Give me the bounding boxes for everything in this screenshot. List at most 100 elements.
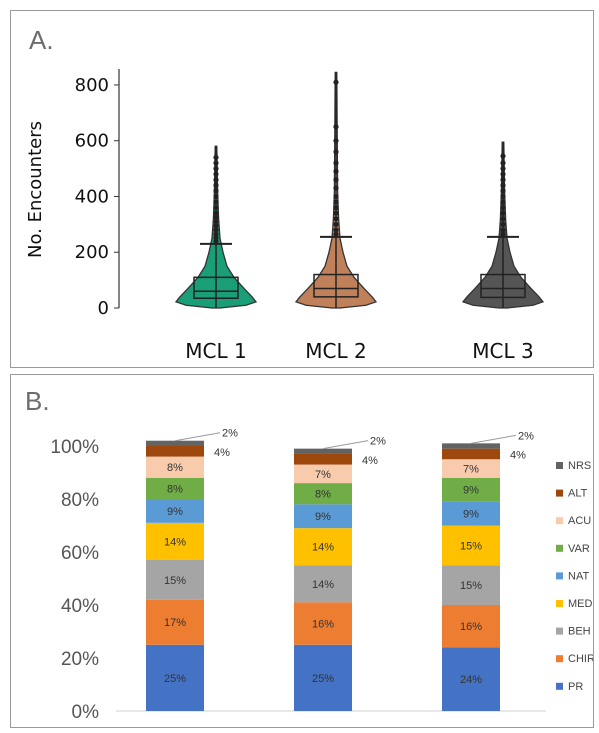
y-tick-label: 0%	[72, 702, 100, 723]
outlier-point	[333, 221, 339, 227]
segment-label: 16%	[460, 621, 482, 633]
legend-item-med: MED	[556, 598, 593, 610]
bar-segment-var	[294, 483, 352, 505]
y-tick-label: 100%	[50, 437, 99, 458]
segment-label: 2%	[222, 428, 238, 440]
box-iqr	[480, 273, 526, 299]
segment-label: 15%	[460, 580, 482, 592]
outlier-point	[213, 231, 219, 237]
outlier-point	[213, 165, 219, 172]
legend-label: NRS	[568, 460, 591, 472]
outlier-point	[333, 193, 339, 200]
x-category-label: MCL 3	[472, 339, 533, 363]
box-iqr	[193, 276, 239, 299]
legend-swatch	[556, 517, 563, 525]
y-tick-label: 40%	[61, 596, 99, 617]
segment-label: 25%	[312, 673, 334, 685]
outlier-point	[213, 182, 219, 188]
legend-item-chir: CHIR	[556, 653, 593, 665]
legend-swatch	[556, 489, 563, 497]
bar-segment-nrs	[146, 440, 204, 446]
outlier-point	[213, 199, 219, 205]
outlier-point	[500, 221, 506, 227]
outlier-point	[333, 138, 339, 144]
outlier-point	[500, 199, 506, 205]
box-iqr	[313, 273, 359, 298]
outlier-point	[333, 199, 339, 205]
legend-swatch	[556, 655, 563, 663]
outlier-point	[213, 205, 219, 211]
segment-label: 14%	[312, 542, 334, 554]
bar-segment-var	[442, 477, 500, 502]
segment-label: 17%	[164, 617, 186, 629]
panel-label: A.	[29, 25, 54, 55]
bar-segment-nrs	[442, 443, 500, 449]
segment-label: 8%	[315, 489, 331, 501]
y-tick-label: 600	[75, 131, 109, 152]
bar-segment-acu	[442, 459, 500, 478]
outlier-point	[333, 216, 339, 222]
outlier-point	[213, 223, 219, 229]
segment-label: 2%	[518, 430, 534, 442]
outlier-point	[213, 210, 219, 216]
leader-line	[470, 434, 517, 444]
bar-segment-pr	[442, 647, 500, 711]
outlier-point	[333, 231, 339, 237]
segment-label: 4%	[362, 455, 378, 467]
bar-segment-nat	[442, 501, 500, 526]
bar-segment-med	[294, 528, 352, 566]
bar-segment-nat	[294, 504, 352, 529]
outlier-point	[333, 124, 339, 130]
y-tick-label: 400	[75, 186, 109, 207]
outlier-point	[333, 168, 339, 174]
legend-label: ACU	[568, 515, 591, 527]
segment-label: 4%	[214, 447, 230, 459]
segment-label: 2%	[370, 436, 386, 448]
segment-label: 4%	[510, 450, 526, 462]
segment-label: 7%	[315, 469, 331, 481]
segment-label: 24%	[460, 674, 482, 686]
legend-label: PR	[568, 681, 583, 693]
leader-line	[322, 440, 369, 450]
outlier-point	[500, 153, 506, 159]
bar-segment-var	[146, 477, 204, 499]
bar-segment-alt	[442, 448, 500, 460]
bar-segment-nat	[146, 499, 204, 523]
outlier-point	[213, 188, 219, 194]
outlier-point	[213, 160, 219, 166]
legend-item-acu: ACU	[556, 515, 591, 527]
y-tick-label: 80%	[61, 490, 99, 511]
legend-item-nrs: NRS	[556, 460, 591, 472]
outlier-point	[213, 171, 219, 177]
bar-segment-acu	[294, 464, 352, 484]
legend-item-var: VAR	[556, 543, 590, 555]
panel-b: B. 0% 20% 40% 60% 80% 100% 25% 17% 15% 14% 9% 8% 8% 4%…	[10, 374, 594, 728]
segment-label: 8%	[167, 462, 183, 474]
stacked-bar-mcl3	[442, 443, 500, 711]
bar-segment-beh	[146, 559, 204, 600]
panel-a: A. 0 200 400 600 800 No. Encounters MCL 1 MCL 2 M…	[10, 10, 594, 368]
y-tick-label: 200	[75, 242, 109, 263]
segment-label: 25%	[164, 673, 186, 685]
segment-label: 14%	[164, 536, 186, 548]
bar-segment-med	[146, 522, 204, 560]
outlier-point	[333, 160, 339, 166]
y-tick-label: 800	[75, 75, 109, 96]
outlier-point	[500, 216, 506, 222]
violin-chart: A. 0 200 400 600 800 No. Encounters MCL 1 MCL 2 M…	[25, 25, 545, 363]
segment-label: 9%	[167, 506, 183, 518]
segment-label: 15%	[460, 540, 482, 552]
bar-segment-alt	[294, 453, 352, 465]
stacked-bar-chart: B. 0% 20% 40% 60% 80% 100% 25% 17% 15% 14% 9% 8% 8% 4%…	[25, 386, 593, 723]
legend-swatch	[556, 627, 563, 635]
outlier-point	[213, 193, 219, 200]
legend-label: VAR	[568, 543, 590, 555]
violin-1	[174, 145, 258, 309]
bar-segment-chir	[442, 605, 500, 648]
outlier-point	[333, 205, 339, 211]
segment-label: 16%	[312, 619, 334, 631]
outlier-point	[500, 165, 506, 172]
outlier-point	[500, 160, 506, 166]
outlier-point	[333, 79, 339, 85]
legend-item-alt: ALT	[556, 488, 588, 500]
